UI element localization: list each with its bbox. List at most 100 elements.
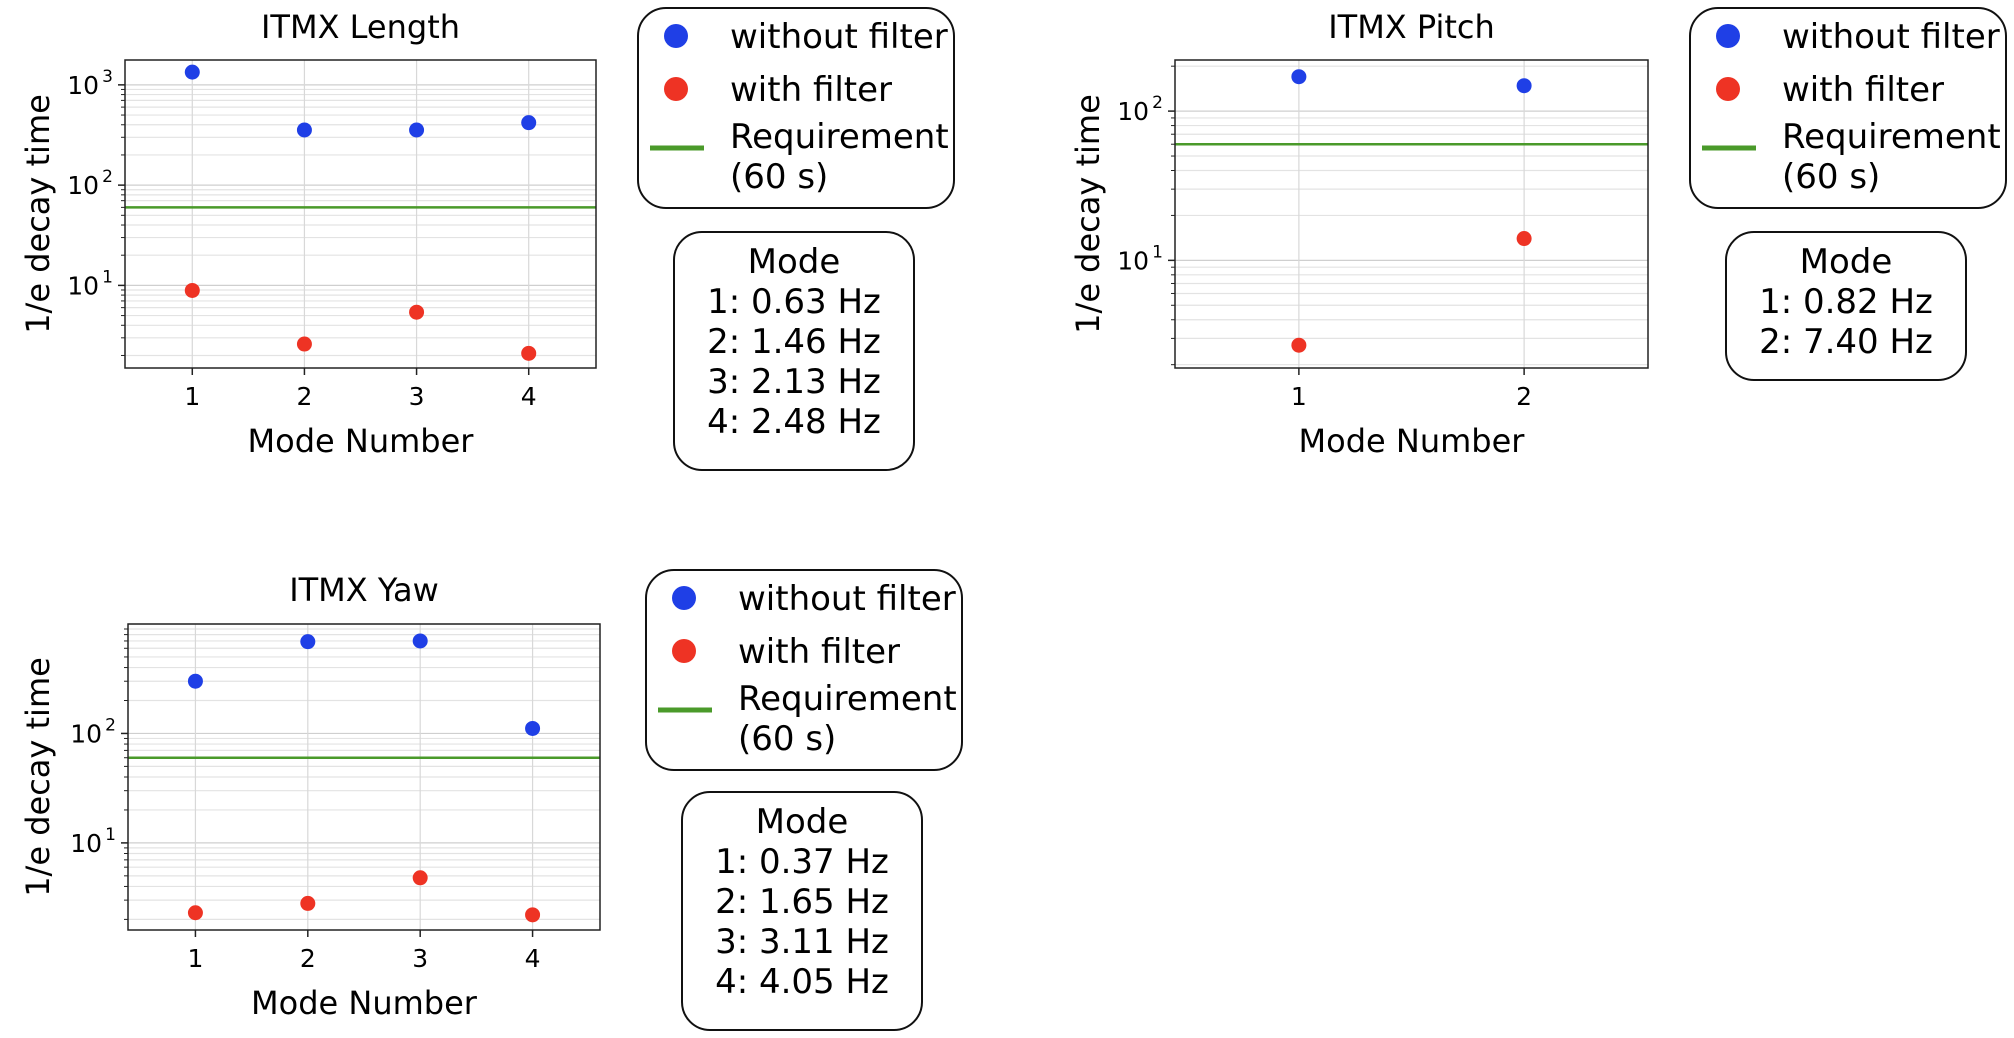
series-with-filter [184, 282, 537, 361]
grid [1175, 60, 1648, 368]
mode-box-frame [681, 791, 923, 1031]
y-tick-label: 10 [1117, 246, 1149, 275]
legend-marker-with-filter [1716, 77, 1740, 101]
y-tick-base: 10 [70, 719, 102, 748]
legend-label-without-filter: without filter [730, 17, 948, 57]
chart-title: ITMX Pitch [1328, 8, 1495, 46]
legend-label-without-filter: without filter [738, 579, 956, 619]
y-tick-label: 10 [1117, 97, 1149, 126]
mode-frequency: 4: 4.05 Hz [715, 962, 889, 1002]
data-point [525, 720, 541, 736]
data-point [525, 907, 541, 923]
x-axis-label: Mode Number [251, 984, 478, 1022]
data-point [1291, 337, 1307, 353]
legend-label-requirement-value: (60 s) [738, 719, 836, 759]
x-axis-label: Mode Number [1299, 422, 1526, 460]
mode-box-title: Mode [1800, 242, 1893, 282]
legend-marker-with-filter [672, 639, 696, 663]
x-tick-label: 2 [300, 944, 316, 973]
y-tick-exponent: 2 [102, 167, 113, 187]
data-point [412, 870, 428, 886]
mode-frequency: 3: 3.11 Hz [715, 922, 889, 962]
plot-frame [124, 59, 597, 369]
legend-marker-with-filter [664, 77, 688, 101]
data-point [1291, 69, 1307, 85]
legend-label-requirement: Requirement [1782, 117, 2001, 157]
mode-frequency: 4: 2.48 Hz [707, 402, 881, 442]
mode-frequency: 2: 7.40 Hz [1759, 322, 1933, 362]
y-tick-base: 10 [1117, 97, 1149, 126]
x-tick-label: 3 [409, 382, 425, 411]
mode-frequency: 1: 0.37 Hz [715, 842, 889, 882]
mode-frequency: 1: 0.63 Hz [707, 282, 881, 322]
mode-frequency: 3: 2.13 Hz [707, 362, 881, 402]
legend-label-requirement-value: (60 s) [1782, 157, 1880, 197]
legend-label-without-filter: without filter [1782, 17, 2000, 57]
x-axis-label: Mode Number [248, 422, 475, 460]
legend-box [1689, 7, 2007, 209]
y-tick-label: 10 [70, 829, 102, 858]
y-axis-label: 1/e decay time [1069, 94, 1107, 334]
x-tick-label: 3 [412, 944, 428, 973]
series-with-filter [1291, 231, 1532, 353]
y-tick-exponent: 1 [105, 825, 116, 845]
y-axis-label: 1/e decay time [19, 657, 57, 897]
legend-label-with-filter: with filter [738, 632, 900, 672]
series-without-filter [184, 64, 537, 138]
legend-marker-without-filter [664, 24, 688, 48]
x-tick-label: 1 [1291, 382, 1307, 411]
y-tick-base: 10 [67, 171, 99, 200]
x-tick-label: 4 [521, 382, 537, 411]
series-with-filter [187, 870, 541, 923]
data-point [1516, 78, 1532, 94]
legend-marker-without-filter [1716, 24, 1740, 48]
series-without-filter [187, 633, 541, 736]
mode-box-title: Mode [748, 242, 841, 282]
legend: without filter with filter Requirement(60 … [645, 569, 963, 771]
y-tick-base: 10 [67, 71, 99, 100]
data-point [409, 122, 425, 138]
y-tick-base: 10 [70, 829, 102, 858]
mode-frequency: 2: 1.65 Hz [715, 882, 889, 922]
legend-label-requirement: Requirement [730, 117, 949, 157]
y-tick-label: 10 [67, 271, 99, 300]
legend-box [645, 569, 963, 771]
legend-label-with-filter: with filter [1782, 70, 1944, 110]
y-tick-base: 10 [67, 271, 99, 300]
y-tick-exponent: 1 [102, 267, 113, 287]
data-point [300, 634, 316, 650]
legend-box [637, 7, 955, 209]
y-tick-label: 10 [70, 719, 102, 748]
y-axis-label: 1/e decay time [19, 94, 57, 334]
mode-frequency: 2: 1.46 Hz [707, 322, 881, 362]
data-point [187, 905, 203, 921]
data-point [521, 115, 537, 131]
data-point [521, 345, 537, 361]
data-point [296, 122, 312, 138]
y-tick-exponent: 2 [105, 715, 116, 735]
data-point [409, 304, 425, 320]
legend-label-requirement-value: (60 s) [730, 157, 828, 197]
data-point [412, 633, 428, 649]
mode-box-title: Mode [756, 802, 849, 842]
data-point [184, 64, 200, 80]
data-point [187, 673, 203, 689]
y-tick-exponent: 3 [102, 67, 113, 87]
x-tick-label: 1 [184, 382, 200, 411]
x-tick-label: 1 [187, 944, 203, 973]
x-tick-label: 2 [1516, 382, 1532, 411]
mode-box-frame [673, 231, 915, 471]
legend-marker-without-filter [672, 586, 696, 610]
legend-label-requirement: Requirement [738, 679, 957, 719]
series-without-filter [1291, 69, 1532, 94]
grid [125, 60, 596, 368]
data-point [184, 282, 200, 298]
y-tick-base: 10 [1117, 246, 1149, 275]
